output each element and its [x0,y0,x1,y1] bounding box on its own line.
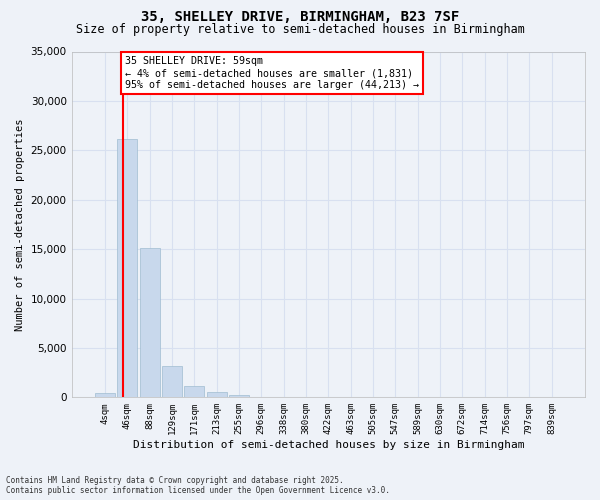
Text: Contains HM Land Registry data © Crown copyright and database right 2025.
Contai: Contains HM Land Registry data © Crown c… [6,476,390,495]
Y-axis label: Number of semi-detached properties: Number of semi-detached properties [15,118,25,330]
Bar [162,366,182,398]
Bar [140,248,160,398]
Bar [206,392,227,398]
Text: 35 SHELLEY DRIVE: 59sqm
← 4% of semi-detached houses are smaller (1,831)
95% of : 35 SHELLEY DRIVE: 59sqm ← 4% of semi-det… [125,56,419,90]
Bar [184,386,205,398]
Bar [95,394,115,398]
Bar [229,396,249,398]
Text: Size of property relative to semi-detached houses in Birmingham: Size of property relative to semi-detach… [76,22,524,36]
X-axis label: Distribution of semi-detached houses by size in Birmingham: Distribution of semi-detached houses by … [133,440,524,450]
Bar [117,140,137,398]
Text: 35, SHELLEY DRIVE, BIRMINGHAM, B23 7SF: 35, SHELLEY DRIVE, BIRMINGHAM, B23 7SF [141,10,459,24]
